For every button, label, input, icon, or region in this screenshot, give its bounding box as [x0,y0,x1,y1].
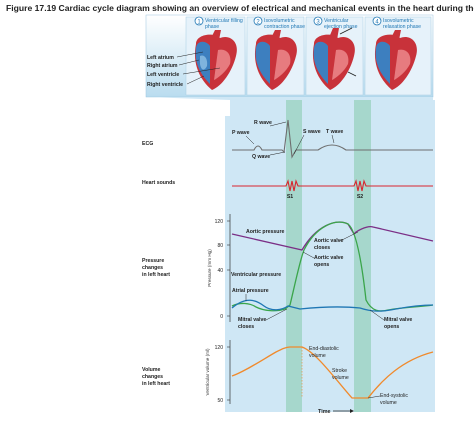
sound-s2-label: S2 [357,194,363,200]
heart-card-2: 2 Isovolumetric contraction phase [246,16,305,96]
pressure-tick-0: 0 [220,314,223,320]
volume-ticks: 120 50 [215,345,230,404]
atrial-pressure-curve [231,299,434,312]
phase-4-number: 4 [375,20,379,26]
pressure-tick-120: 120 [215,219,224,225]
pressure-tick-40: 40 [217,268,223,274]
phase-1-title-line2: phase [205,24,219,30]
leader-left-atrium [176,51,204,58]
phase-2-number: 2 [256,20,260,26]
band-isovolumetric-contraction [286,100,302,412]
end-systolic-leader [367,395,381,399]
ecg-r-wave-leader [269,121,287,127]
leader-right-atrium [178,59,200,66]
figure-title: Figure 17.19 Cardiac cycle diagram showi… [6,3,474,13]
heart-3-icon [312,27,357,90]
phase-2-number-badge [253,16,263,26]
end-diastolic-label-1: End-diastolic [309,346,339,352]
pressure-tick-80: 80 [217,243,223,249]
ecg-q-wave-leader [269,151,286,156]
volume-axis-label: Ventricular volume (ml) [205,348,210,395]
volume-curve [231,346,434,399]
end-systolic-label-1: End-systolic [380,393,408,399]
ventricular-pressure-label: Ventricular pressure [231,272,281,278]
leader-right-ventricle [186,75,205,85]
phase-4-number-badge [372,16,382,26]
mitral-valve-opens-leader [369,309,385,321]
row-label-volume-1: Volume [142,367,160,373]
row-label-volume-3: in left heart [142,381,170,387]
phase-4-title-line2: relaxation phase [383,24,421,30]
heart-sound-trace [232,179,433,192]
row-label-pressure-1: Pressure [142,258,164,264]
mitral-valve-opens-label-2: opens [384,324,399,330]
aortic-valve-opens-label-2: opens [314,262,329,268]
ecg-trace [232,119,433,159]
heart-card-1: 1 Ventricular filling phase [185,16,246,96]
stroke-volume-label-2: volume [332,375,349,381]
heart-4-icon [374,30,417,90]
mitral-valve-opens-label-1: Mitral valve [384,317,412,323]
heart-2-icon [254,30,297,90]
band-isovolumetric-relaxation [354,100,371,412]
heart-card-3: 3 Ventricular ejection phase [305,16,364,96]
ecg-t-wave-leader [331,134,335,144]
end-diastolic-label-2: volume [309,353,326,359]
aortic-valve-closes-label-1: Aortic valve [314,238,344,244]
pressure-axis-label: Pressure (mm Hg) [207,249,212,287]
phase-3-title-line2: ejection phase [324,24,358,30]
end-systolic-label-2: volume [380,400,397,406]
phase-2-title-line1: Isovolumetric [264,18,295,24]
ecg-q-wave-label: Q wave [252,154,270,160]
strip-funnel [146,97,433,100]
phase-2-title-line2: contraction phase [264,24,305,30]
time-label: Time [318,409,330,415]
label-right-ventricle: Right ventricle [147,82,183,88]
aortic-valve-opens-leader [302,251,315,259]
ecg-s-wave-leader [293,134,305,155]
row-label-heart-sounds: Heart sounds [142,180,175,186]
heart-labels: Left atrium Right atrium Left ventricle … [147,51,221,88]
aortic-valve-opens-label-1: Aortic valve [314,255,344,261]
aortic-valve-closes-leader [339,231,359,242]
graph-panel [230,100,435,412]
row-label-pressure-2: changes [142,265,163,271]
ecg-p-wave-leader [245,135,255,145]
aortic-valve-closes-label-2: closes [314,245,330,251]
phase-1-number-badge [194,16,204,26]
label-left-atrium: Left atrium [147,55,174,61]
volume-tick-50: 50 [217,398,223,404]
time-arrow-head [350,409,354,413]
ecg-s-wave-label: S wave [303,129,321,135]
phase-3-number: 3 [316,20,320,26]
ecg-t-wave-label: T wave [326,129,343,135]
row-label-pressure-3: in left heart [142,272,170,278]
phase-3-number-badge [313,16,323,26]
pressure-ticks: 120 80 40 0 [215,219,230,320]
stroke-volume-label-1: Stroke [332,368,347,374]
phase-1-number: 1 [197,20,201,26]
phase-3-title-line1: Ventricular [324,18,349,24]
heart-1-icon [194,30,237,90]
mitral-valve-closes-leader [265,308,288,321]
heart-card-4: 4 Isovolumetric relaxation phase [364,16,432,96]
aortic-pressure-label: Aortic pressure [246,229,284,235]
row-label-volume-2: changes [142,374,163,380]
mitral-valve-closes-label-2: closes [238,324,254,330]
row-label-ecg: ECG [142,141,153,147]
leader-left-ventricle [182,67,221,75]
phase-4-title-line1: Isovolumetric [383,18,414,24]
phase-1-title-line1: Ventricular filling [205,18,243,24]
mitral-valve-closes-label-1: Mitral valve [238,317,266,323]
label-left-ventricle: Left ventricle [147,72,179,78]
volume-tick-120: 120 [215,345,224,351]
ecg-p-wave-label: P wave [232,130,250,136]
label-right-atrium: Right atrium [147,63,178,69]
atrial-pressure-label: Atrial pressure [232,288,269,294]
sound-s1-label: S1 [287,194,293,200]
ecg-r-wave-label: R wave [254,120,272,126]
